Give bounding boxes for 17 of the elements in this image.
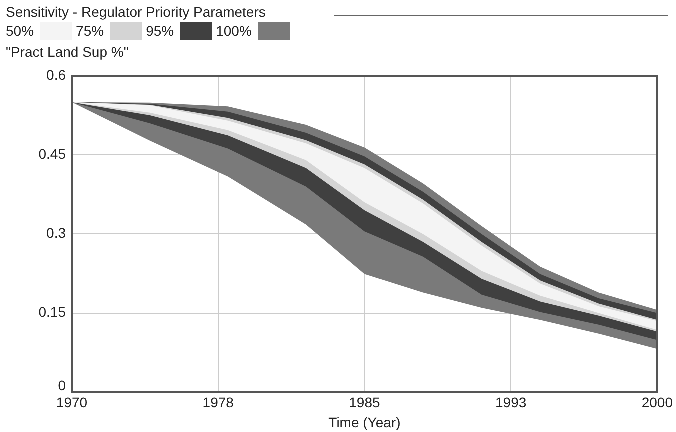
legend-label: 100% <box>216 23 252 39</box>
y-tick-label: 0.3 <box>46 225 66 242</box>
legend-label: 50% <box>6 23 34 39</box>
x-tick-label: 1970 <box>56 394 88 411</box>
x-axis-title: Time (Year) <box>328 414 401 430</box>
chart-title: Sensitivity - Regulator Priority Parameters <box>6 4 266 20</box>
y-tick-label: 0.6 <box>46 66 66 83</box>
y-tick-label: 0.15 <box>38 304 66 320</box>
y-tick-label: 0.45 <box>38 146 66 162</box>
y-tick-label: 0 <box>58 377 66 394</box>
legend-label: 95% <box>146 23 174 39</box>
x-tick-label: 2000 <box>642 394 674 411</box>
y-axis-title: "Pract Land Sup %" <box>6 44 129 60</box>
x-tick-label: 1985 <box>349 394 380 411</box>
x-tick-label: 1978 <box>202 394 234 411</box>
x-tick-label: 1993 <box>495 394 527 411</box>
legend-label: 75% <box>76 23 104 39</box>
